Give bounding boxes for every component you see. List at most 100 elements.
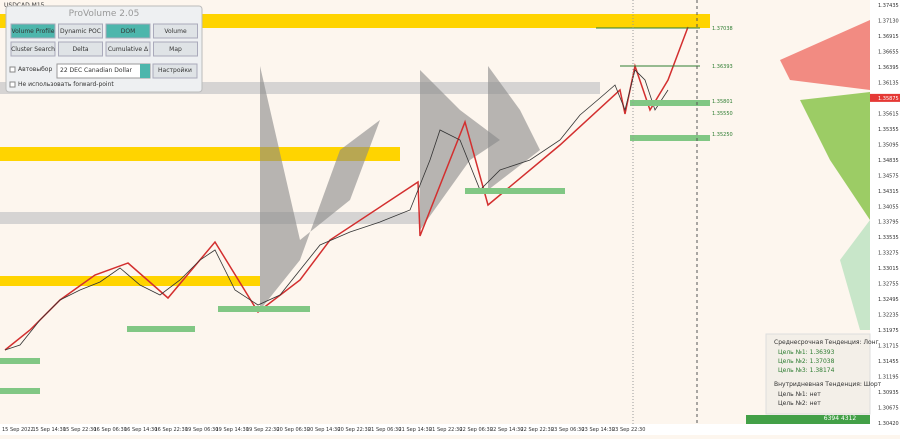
counter: 6394 4312 [824, 415, 857, 422]
info-target: Цель №3: 1.38174 [778, 367, 835, 374]
price-label: 1.31715 [878, 344, 899, 350]
zone [0, 388, 40, 394]
time-label: 20 Sep 06:30 [277, 427, 310, 433]
settings-label: Настройки [158, 67, 192, 74]
zone [630, 100, 710, 106]
price-label: 1.35875 [878, 96, 899, 102]
price-label: 1.36655 [878, 49, 899, 55]
time-label: 16 Sep 14:30 [124, 427, 157, 433]
time-label: 19 Sep 06:30 [185, 427, 218, 433]
price-label: 1.34575 [878, 173, 899, 179]
zone [630, 135, 710, 141]
tool-button-label: Volume Profile [12, 28, 55, 35]
info-target: Цель №2: 1.37038 [778, 358, 835, 365]
price-label: 1.33535 [878, 235, 899, 241]
price-label: 1.34055 [878, 204, 899, 210]
price-label: 1.30675 [878, 406, 899, 412]
tool-button[interactable] [10, 41, 56, 57]
tool-button[interactable] [10, 23, 56, 39]
tool-button[interactable] [153, 23, 198, 39]
tool-button-label: Dynamic POC [60, 28, 101, 35]
tool-button-label: Volume [164, 28, 187, 35]
price-label: 1.35355 [878, 127, 899, 133]
time-label: 19 Sep 22:30 [246, 427, 279, 433]
info-target: Цель №2: нет [778, 400, 821, 407]
time-label: 21 Sep 14:30 [399, 427, 432, 433]
tool-button[interactable] [58, 41, 103, 57]
tool-button-label: Delta [72, 46, 88, 53]
time-label: 20 Sep 22:30 [338, 427, 371, 433]
price-line [4, 69, 669, 351]
dom [780, 20, 870, 90]
price-label: 1.33275 [878, 251, 899, 257]
tool-button[interactable] [105, 41, 151, 57]
time-label: 22 Sep 22:30 [521, 427, 554, 433]
zone [0, 358, 40, 364]
select-arrow[interactable] [140, 64, 150, 78]
price-label: 1.30420 [878, 421, 899, 427]
level-label: 1.35801 [712, 99, 733, 105]
time-label: 23 Sep 14:30 [582, 427, 615, 433]
price-label: 1.31455 [878, 359, 899, 365]
level-label: 1.37038 [712, 26, 733, 32]
checkbox[interactable] [9, 66, 16, 73]
level-label: 1.35550 [712, 111, 733, 117]
info-trend: Среднесрочная Тенденция: Лонг [774, 339, 879, 346]
time-label: 16 Sep 22:30 [155, 427, 188, 433]
price-label: 1.32235 [878, 313, 899, 319]
price-label: 1.34835 [878, 158, 899, 164]
level-label: 1.35250 [712, 132, 733, 138]
price-axis [870, 0, 900, 435]
time-label: 15 Sep 2022 [2, 427, 34, 433]
tool-button[interactable] [105, 23, 151, 39]
price-label: 1.33795 [878, 220, 899, 226]
time-label: 16 Sep 06:30 [94, 427, 127, 433]
price-label: 1.37435 [878, 3, 899, 9]
price-label: 1.36915 [878, 34, 899, 40]
dom [800, 92, 870, 220]
tool-button[interactable] [58, 23, 103, 39]
settings-button[interactable] [152, 63, 198, 79]
time-label: 23 Sep 22:30 [612, 427, 645, 433]
price-label: 1.32495 [878, 297, 899, 303]
info-trend: Внутридневная Тенденция: Шорт [774, 381, 882, 388]
tool-button-label: Cluster Search [11, 46, 55, 53]
time-label: 20 Sep 14:30 [307, 427, 340, 433]
tool-button-label: Map [169, 46, 182, 53]
price-label: 1.35615 [878, 111, 899, 117]
volume-profile [420, 70, 500, 230]
time-label: 15 Sep 22:30 [63, 427, 96, 433]
info-target: Цель №1: нет [778, 391, 821, 398]
time-label: 21 Sep 22:30 [429, 427, 462, 433]
time-label: 22 Sep 14:30 [490, 427, 523, 433]
counter-bg [746, 415, 870, 424]
checkbox[interactable] [9, 81, 16, 88]
price-label: 1.33015 [878, 266, 899, 272]
zone [218, 306, 310, 312]
tool-button-label: Cumulative Δ [108, 46, 149, 53]
instrument: 22 DEC Canadian Dollar [60, 67, 133, 74]
price-label: 1.30935 [878, 390, 899, 396]
volume-profile [260, 66, 380, 310]
label: Автовыбор [18, 66, 52, 73]
price-label: 1.37130 [878, 18, 899, 24]
zone [0, 276, 260, 286]
price-label: 1.35095 [878, 142, 899, 148]
panel-title: ProVolume 2.05 [69, 9, 140, 19]
zone [465, 188, 565, 194]
price-label: 1.36135 [878, 80, 899, 86]
price-label: 1.31975 [878, 328, 899, 334]
tool-button[interactable] [153, 41, 198, 57]
time-label: 23 Sep 06:30 [551, 427, 584, 433]
dom [840, 220, 870, 330]
price-label: 1.34315 [878, 189, 899, 195]
price-label: 1.31195 [878, 375, 899, 381]
time-label: 22 Sep 06:30 [460, 427, 493, 433]
price-label: 1.36395 [878, 65, 899, 71]
tool-button-label: DOM [121, 28, 136, 35]
current-price-bg [870, 93, 900, 102]
time-label: 21 Sep 06:30 [368, 427, 401, 433]
info-box [765, 333, 871, 415]
time-label: 15 Sep 14:30 [33, 427, 66, 433]
